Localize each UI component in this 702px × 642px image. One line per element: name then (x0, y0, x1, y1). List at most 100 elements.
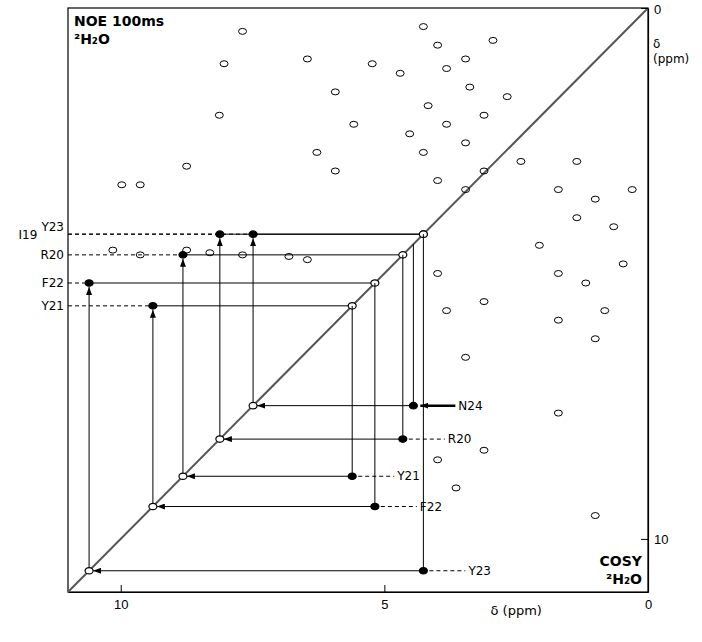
tick-mark (121, 585, 122, 592)
noe-walk-arrow (253, 238, 254, 405)
tick-mark (641, 539, 648, 540)
cosy-peak (591, 513, 599, 519)
cosy-peak (443, 308, 451, 314)
cosy-peak (591, 196, 599, 202)
noe-peak (350, 121, 358, 127)
cosy-peak (591, 336, 599, 342)
plot-frame (68, 8, 648, 592)
cosy-walk-line (413, 244, 414, 405)
axis-line (69, 592, 649, 593)
axis: 1050 (69, 585, 653, 612)
noe-peak (368, 61, 376, 67)
noe-walk-line (89, 283, 375, 284)
noe-walk-arrow (152, 310, 153, 507)
noe-peak (396, 70, 404, 76)
cosy-peak (554, 187, 562, 193)
noe-walk-peak (85, 280, 93, 286)
cosy-peak (554, 410, 562, 416)
axis: 0 10 (641, 2, 668, 593)
tick: 10 (641, 532, 668, 547)
noe-peak (331, 89, 339, 95)
cosy-peak (434, 457, 442, 463)
cosy-walk-line (402, 255, 403, 439)
residue-label: Y23 (467, 564, 491, 578)
tick: 10 (114, 585, 128, 612)
axis-line (648, 9, 649, 593)
cosy-walk-peak (399, 436, 407, 442)
residue-label: Y21 (40, 299, 64, 313)
cosy-peak (554, 270, 562, 276)
cosy-walk-arrow (224, 439, 403, 440)
cosy-peak (535, 242, 543, 248)
noe-peak (220, 61, 228, 67)
diagonal-peak (249, 402, 257, 408)
noe-peak (239, 28, 247, 34)
label-leader (429, 570, 465, 571)
label-arrow (420, 404, 455, 407)
diagonal-peak (216, 436, 224, 442)
noe-walk-peak (149, 303, 157, 309)
diagonal-peak (85, 568, 93, 574)
noe-peak (303, 56, 311, 62)
noe-peak (466, 84, 474, 90)
solvent-label: ²H₂O (74, 31, 110, 47)
noe-peak (285, 253, 293, 259)
noe-peak (480, 168, 488, 174)
tick-label: 10 (654, 532, 668, 547)
noe-peak (406, 131, 414, 137)
noe-peak (462, 187, 470, 193)
noe-peak (434, 178, 442, 184)
diagonal-peak (149, 503, 157, 509)
noe-peak (118, 182, 126, 188)
cosy-peak (554, 317, 562, 323)
tick-label: 10 (114, 597, 128, 612)
tick-mark (384, 585, 385, 592)
noe-walk-arrow (219, 238, 220, 439)
noe-walk-arrow (89, 287, 90, 571)
noe-peak (462, 56, 470, 62)
noe-peak (313, 149, 321, 155)
tick-label: 5 (381, 597, 388, 612)
noe-peak (136, 182, 144, 188)
noe-peak (215, 112, 223, 118)
cosy-walk-line (423, 234, 424, 571)
residue-label: F22 (42, 276, 64, 290)
residue-label: R20 (40, 248, 64, 262)
cosy-walk-peak (348, 473, 356, 479)
cosy-peak (573, 158, 581, 164)
cosy-peak (480, 299, 488, 305)
tick-label: 0 (654, 2, 661, 17)
cosy-walk-peak (371, 503, 379, 509)
cosy-walk-line (352, 306, 353, 476)
noe-peak (424, 103, 432, 109)
cosy-peak (480, 447, 488, 453)
diagonal-peak (179, 473, 187, 479)
tick-mark (641, 8, 648, 9)
cosy-walk-peak (419, 568, 427, 574)
axis-title: δ (ppm) (490, 603, 541, 618)
cosy-peak (619, 261, 627, 267)
noe-peak (489, 37, 497, 43)
noe-peak (419, 24, 427, 30)
axis-title: δ(ppm) (653, 37, 689, 66)
residue-label: F22 (420, 500, 442, 514)
labels: I19R20R20Y21Y21F22F22Y23Y23N24NOE 100ms²… (19, 13, 643, 587)
noe-walk-peak (249, 231, 257, 237)
noe-peak (331, 168, 339, 174)
cosy-walk-arrow (257, 405, 413, 406)
spectrum-label: COSY (600, 553, 643, 569)
noe-peak (503, 94, 511, 100)
noe-peak (443, 121, 451, 127)
noe-peak (480, 112, 488, 118)
solvent-label: ²H₂O (606, 571, 642, 587)
noe-peak (443, 66, 451, 72)
noe-peak (109, 247, 117, 253)
label-leader (409, 439, 445, 440)
noe-walk-line (253, 234, 423, 235)
walk-leader (68, 305, 153, 306)
cosy-walk-arrow (157, 506, 375, 507)
noe-peak (419, 149, 427, 155)
residue-label: N24 (458, 399, 482, 413)
cosy-walk-arrow (93, 570, 423, 571)
noe-walk-line (183, 254, 403, 255)
